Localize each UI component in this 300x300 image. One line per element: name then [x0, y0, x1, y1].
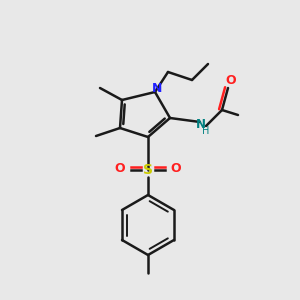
Text: N: N [196, 118, 206, 131]
Text: O: O [171, 163, 181, 176]
Text: O: O [115, 163, 125, 176]
Text: S: S [143, 163, 153, 177]
Text: N: N [152, 82, 162, 94]
Text: H: H [202, 126, 210, 136]
Text: O: O [226, 74, 236, 88]
